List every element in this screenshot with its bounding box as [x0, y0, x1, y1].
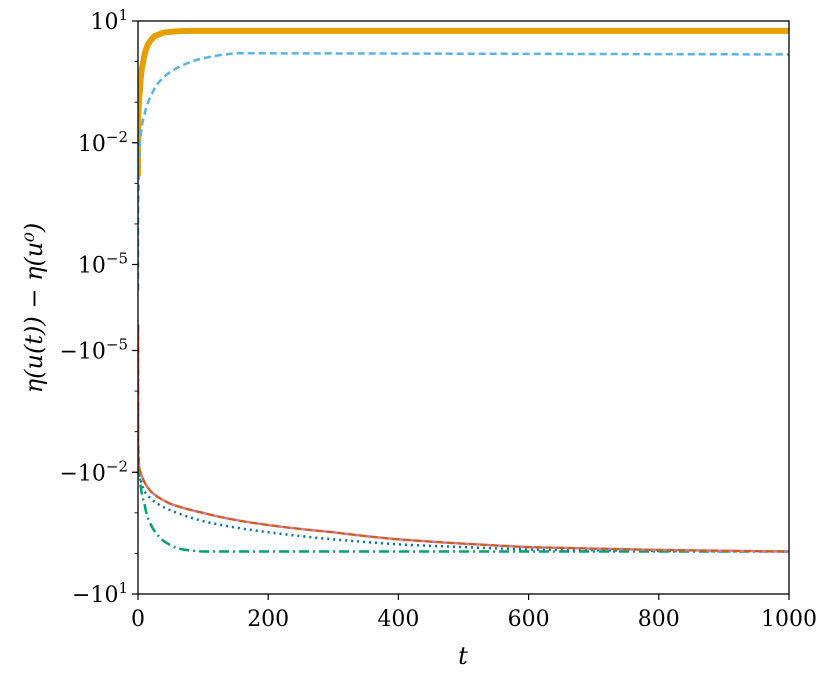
x-tick-label: 400 — [377, 607, 419, 632]
y-axis: 101 10−2 10−5 −10−5 −10−2 −101 — [59, 6, 138, 608]
y-tick-label: −101 — [72, 579, 128, 608]
y-tick-label: 10−2 — [78, 128, 128, 157]
x-tick-label: 200 — [247, 607, 289, 632]
x-axis: 0 200 400 600 800 1000 — [131, 594, 817, 632]
series-layer — [138, 27, 789, 553]
x-tick-label: 1000 — [761, 607, 817, 632]
x-tick-label: 600 — [508, 607, 550, 632]
x-axis-label: t — [458, 642, 468, 670]
y-tick-label: −10−2 — [59, 457, 128, 486]
x-tick-label: 0 — [131, 607, 145, 632]
series-line-6 — [138, 324, 789, 553]
series-line-3 — [138, 324, 789, 553]
series-line-4 — [138, 324, 789, 553]
x-tick-label: 800 — [638, 607, 680, 632]
y-tick-label: −10−5 — [59, 336, 128, 365]
series-line-5 — [138, 324, 789, 553]
y-tick-label: 101 — [90, 6, 128, 35]
y-axis-label: η(u(t)) − η(u⁰) — [20, 223, 48, 393]
plot-frame — [137, 20, 790, 595]
y-tick-label: 10−5 — [78, 250, 128, 279]
series-line-2 — [138, 52, 789, 291]
series-line-1 — [138, 27, 789, 177]
